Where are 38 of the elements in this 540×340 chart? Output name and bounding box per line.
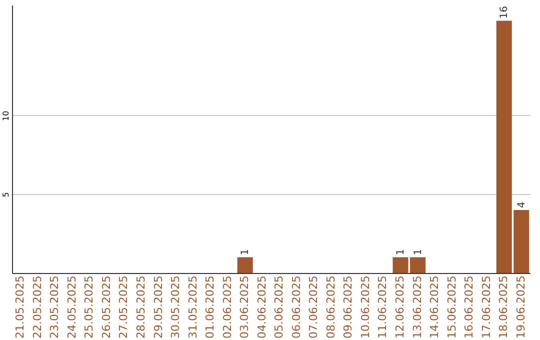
x-tick-label: 30.05.2025	[169, 276, 182, 338]
x-tick-label: 09.06.2025	[342, 276, 355, 338]
data-label: 1	[396, 248, 406, 256]
x-tick-label: 26.05.2025	[100, 276, 113, 338]
x-tick-label: 25.05.2025	[82, 276, 96, 338]
x-tick-label: 17.06.2025	[480, 276, 493, 338]
x-tick-label: 22.05.2025	[30, 276, 44, 338]
data-label: 16	[499, 6, 510, 19]
x-tick-label: 13.06.2025	[410, 276, 424, 338]
x-tick-label: 12.06.2025	[394, 276, 406, 338]
x-tick-label: 06.06.2025	[290, 276, 303, 338]
x-tick-label: 05.06.2025	[272, 276, 286, 338]
data-label: 4	[516, 202, 528, 208]
x-tick-label: 02.06.2025	[220, 276, 234, 338]
x-tick-label: 16.06.2025	[462, 276, 476, 338]
x-tick-label: 11.06.2025	[376, 276, 390, 338]
x-tick-label: 27.05.2025	[117, 276, 130, 338]
x-tick-label: 21.05.2025	[14, 276, 27, 338]
x-tick-label: 15.06.2025	[445, 276, 458, 338]
data-label: 1	[240, 248, 252, 256]
x-tick-label: 24.05.2025	[65, 276, 78, 338]
x-tick-label: 08.06.2025	[324, 276, 338, 338]
data-label: 1	[412, 248, 424, 256]
x-tick-label: 03.06.2025	[238, 276, 252, 338]
x-tick-label: 04.06.2025	[255, 276, 268, 338]
x-tick-label: 29.05.2025	[152, 276, 165, 338]
x-tick-label: 10.06.2025	[358, 276, 372, 338]
x-tick-label: 14.06.2025	[428, 276, 442, 338]
x-tick-label: 31.05.2025	[186, 276, 200, 338]
x-tick-label: 18.06.2025	[497, 276, 510, 338]
x-tick-label: 23.05.2025	[48, 276, 62, 338]
x-tick-label: 19.06.2025	[514, 276, 528, 338]
x-tick-label: 07.06.2025	[307, 276, 320, 338]
x-tick-label: 01.06.2025	[204, 276, 217, 338]
y-tick-label: 10	[2, 110, 10, 121]
bar	[237, 257, 253, 273]
y-tick-label: 5	[2, 192, 10, 198]
x-tick-label: 28.05.2025	[134, 276, 148, 338]
